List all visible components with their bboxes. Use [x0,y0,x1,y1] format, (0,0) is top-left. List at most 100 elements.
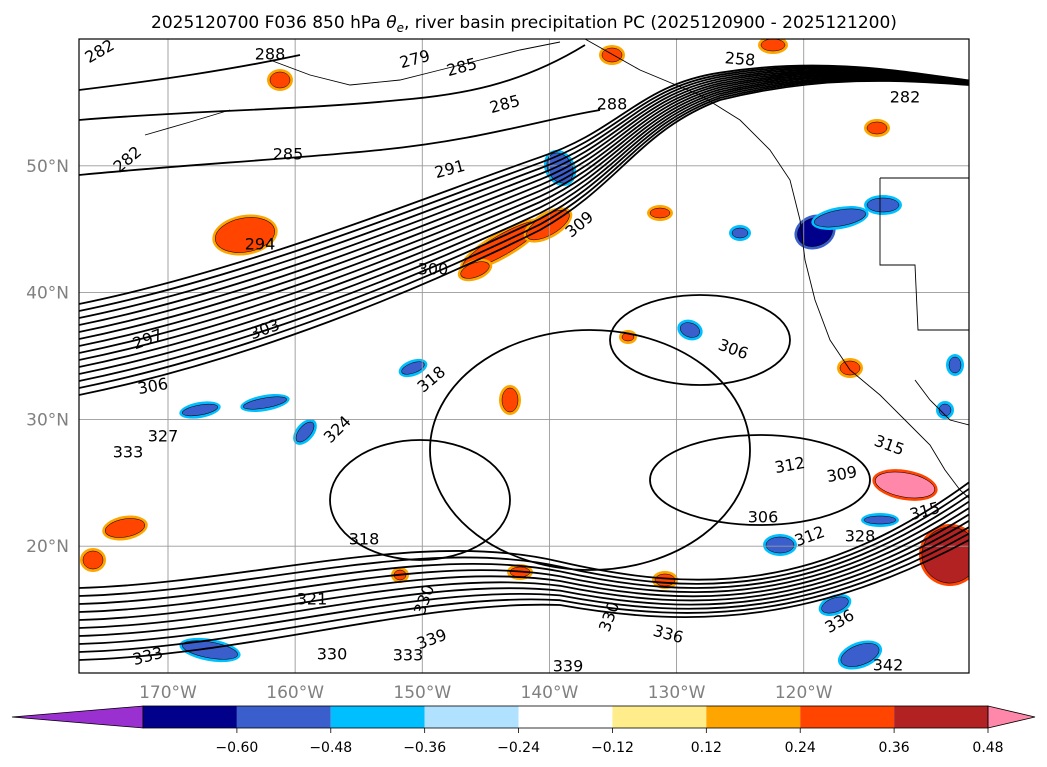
colorbar-outline [142,705,989,729]
contour-label: 321 [297,590,328,609]
theta-e-contour [79,481,969,589]
theta-e-contour [79,68,969,326]
pc-fill-core [460,261,490,279]
theta-e-contour [79,72,969,347]
pc-fill-core [82,550,104,570]
contour-label: 328 [845,527,876,546]
coast-line [584,39,969,499]
theta-e-contour [79,109,601,176]
theta-e-contour [79,75,969,368]
colorbar-segment [236,706,331,728]
theta-e-contour [79,507,969,621]
pc-fill-core [731,227,749,239]
coast-line [269,41,561,86]
theta-e-contours [79,44,969,661]
colorbar-extend-low [11,705,144,729]
theta-e-contour [79,54,301,91]
colorbar-segment [800,706,895,728]
colorbar-tick-label: 0.36 [879,740,910,756]
theta-e-contour [79,78,969,382]
pc-fill-core [921,526,969,584]
pc-fill-core [401,361,425,375]
contour-label: 342 [873,656,904,675]
theta-e-contour [79,71,969,340]
theta-e-contour [79,520,969,637]
lon-tick-label: 150°W [393,683,451,703]
contour-label: 300 [418,260,449,279]
pc-fill-core [649,207,671,219]
theta-e-contour [649,434,871,526]
pc-fill-core [501,387,519,413]
contour-label: 294 [245,235,276,254]
contour-label: 282 [890,88,921,107]
title-subscript: e [397,21,404,35]
colorbar-tick-label: 0.12 [691,740,722,756]
colorbar-ticks: −0.60 −0.48 −0.36 −0.24 −0.12 0.12 0.24 0.36 0.4… [215,728,1004,756]
contour-label: 318 [349,530,380,549]
theta-e-contour [79,539,969,661]
title-theta: θ [386,13,397,33]
lon-tick-label: 160°W [266,683,324,703]
coastline [144,39,969,499]
pc-fill-core [821,596,849,614]
pc-fill-core [863,515,897,525]
contour-label: 330 [317,645,348,664]
colorbar-segment [706,706,801,728]
colorbar-tick-label: 0.24 [785,740,816,756]
coast-line [914,379,969,426]
theta-e-contour [79,70,969,333]
contour-label: 288 [597,95,628,114]
theta-e-contour [79,77,969,375]
lon-tick-label: 170°W [139,683,197,703]
colorbar-tick-label: 0.48 [972,740,1003,756]
contour-label: 285 [273,145,304,164]
contour-label: 306 [748,508,779,527]
theta-e-contour [79,44,586,121]
lon-tick-label: 140°W [521,683,579,703]
pc-fill-core [765,536,795,554]
theta-e-contour [79,64,969,305]
pc-fill-core [680,322,700,338]
pc-fill-core [104,518,146,538]
theta-e-contour [79,494,969,605]
colorbar-segment [894,706,988,728]
latitude-ticks: 20°N 30°N 40°N 50°N [26,157,69,557]
contour-label: 327 [148,427,179,446]
colorbar-tick-label: −0.24 [497,740,540,756]
contour-label: 333 [113,443,144,462]
theta-e-contour [79,66,969,312]
colorbar-tick-label: −0.60 [215,740,258,756]
theta-e-contour [79,79,969,389]
contour-label: 333 [393,646,424,665]
lat-tick-label: 40°N [26,284,69,304]
theta-e-contour [79,74,969,361]
theta-e-contour [79,73,969,354]
pc-fill-core [814,208,866,228]
lat-tick-label: 20°N [26,537,69,557]
colorbar-tick-label: −0.48 [309,740,352,756]
pc-fill-core [938,403,952,417]
lon-tick-label: 120°W [775,683,833,703]
pc-fill-core [215,217,275,253]
lat-tick-label: 30°N [26,410,69,430]
coast-line [144,109,231,136]
pc-fill-core [243,396,287,410]
title-suffix: , river basin precipitation PC (20251209… [404,13,897,33]
colorbar-segment [612,706,707,728]
pc-fill-core [654,573,676,587]
colorbar [11,705,1036,729]
colorbar-segment [143,706,237,728]
map-title: 2025120700 F036 850 hPa θe, river basin … [151,13,897,35]
colorbar-segment [518,706,613,728]
title-prefix: 2025120700 F036 850 hPa [151,13,386,33]
pc-fill-core [269,71,291,89]
theta-e-contour [79,67,969,319]
theta-e-contour [79,513,969,629]
pc-fill-core [760,39,786,52]
pc-fill-core [875,471,935,499]
colorbar-extend-high [987,705,1036,729]
theta-e-contour [79,80,969,396]
map-frame [78,38,970,674]
contour-label: 258 [724,48,756,70]
